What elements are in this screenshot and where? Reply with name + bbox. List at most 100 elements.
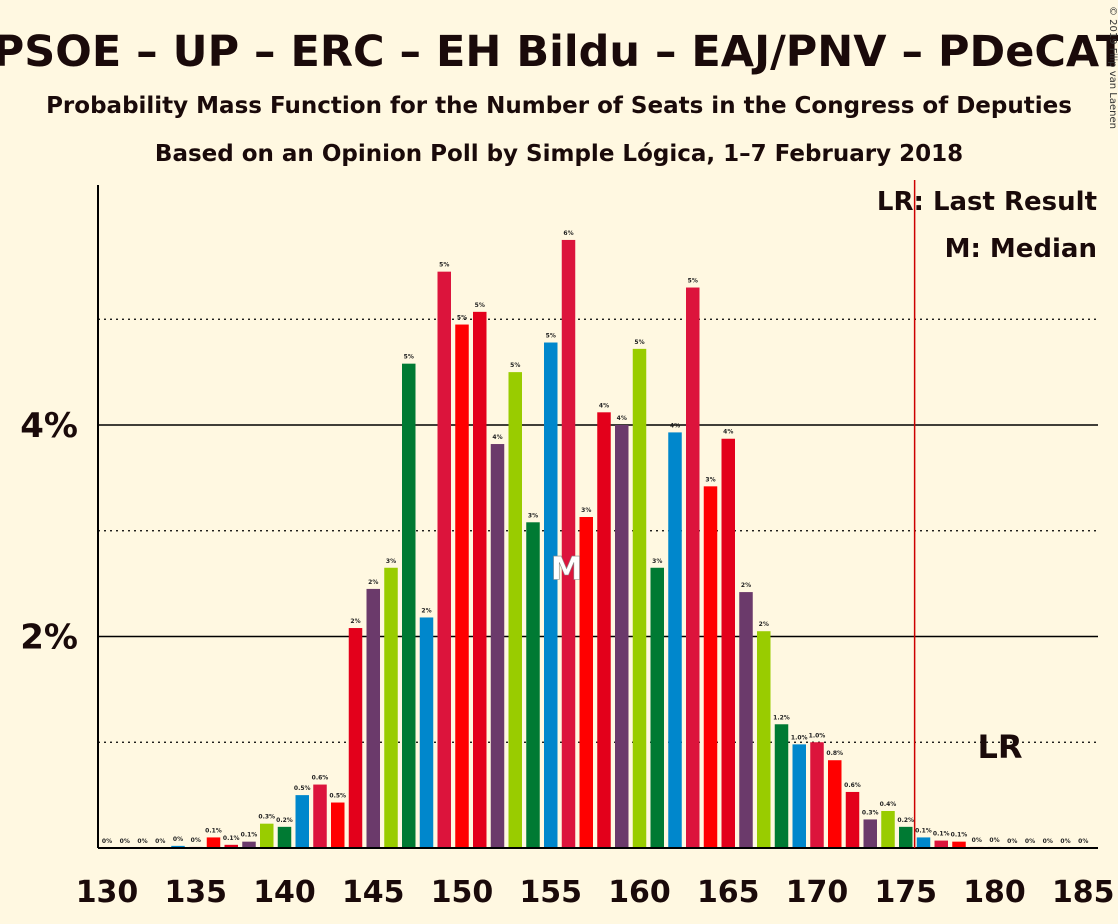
bar-label-168: 1.2%: [773, 714, 790, 721]
bar-label-181: 0%: [1007, 838, 1017, 845]
bar-label-182: 0%: [1025, 838, 1035, 845]
bar-label-184: 0%: [1060, 838, 1070, 845]
bar-label-170: 1.0%: [809, 732, 826, 739]
x-tick-label: 165: [697, 875, 760, 910]
bar-label-145: 2%: [368, 579, 378, 586]
bar-label-169: 1.0%: [791, 734, 808, 741]
bar-159: [615, 425, 629, 848]
bar-label-142: 0.6%: [312, 775, 329, 782]
bar-label-167: 2%: [759, 621, 769, 628]
bar-label-175: 0.2%: [897, 817, 914, 824]
bar-label-183: 0%: [1043, 838, 1053, 845]
bar-152: [490, 444, 505, 848]
bar-142: [313, 784, 327, 848]
bar-134: [171, 845, 185, 848]
x-tick-label: 180: [963, 875, 1026, 910]
bar-156: [561, 239, 576, 848]
bar-label-131: 0%: [120, 838, 130, 845]
x-tick-label: 145: [342, 875, 405, 910]
bar-171: [828, 760, 842, 848]
x-tick-label: 140: [253, 875, 316, 910]
y-tick-label: 4%: [20, 406, 78, 446]
bar-140: [277, 826, 292, 848]
bar-165: [721, 438, 735, 848]
bar-label-172: 0.6%: [844, 782, 861, 789]
bar-177: [934, 840, 948, 848]
x-tick-label: 170: [786, 875, 849, 910]
bar-label-176: 0.1%: [915, 827, 932, 834]
bar-173: [863, 819, 877, 848]
bar-label-155: 5%: [546, 333, 556, 340]
x-tick-label: 155: [519, 875, 582, 910]
bar-174: [881, 810, 895, 848]
bar-158: [597, 412, 611, 848]
bar-169: [792, 744, 806, 848]
bar-label-138: 0.1%: [241, 832, 258, 839]
bar-label-140: 0.2%: [276, 817, 293, 824]
bar-163: [686, 287, 700, 848]
bar-155: [544, 342, 558, 848]
bar-label-132: 0%: [137, 838, 147, 845]
chart-subtitle: Probability Mass Function for the Number…: [46, 93, 1072, 119]
bar-146: [384, 567, 398, 848]
legend-last-result: LR: Last Result: [877, 187, 1097, 217]
bar-label-171: 0.8%: [826, 750, 843, 757]
bar-label-166: 2%: [741, 582, 751, 589]
bar-175: [899, 826, 913, 848]
x-tick-label: 175: [874, 875, 937, 910]
bar-141: [295, 795, 309, 848]
bar-178: [952, 841, 966, 848]
bar-label-150: 5%: [457, 315, 467, 322]
bar-137: [224, 844, 238, 848]
bar-139: [260, 823, 274, 848]
bar-154: [526, 522, 540, 848]
bar-151: [473, 311, 487, 848]
chart-title: PSOE – UP – ERC – EH Bildu – EAJ/PNV – P…: [0, 27, 1118, 77]
bar-label-147: 5%: [404, 354, 414, 361]
bar-162: [668, 432, 682, 848]
bar-label-141: 0.5%: [294, 785, 311, 792]
bar-label-178: 0.1%: [951, 832, 968, 839]
bar-136: [206, 837, 221, 848]
bar-172: [845, 791, 860, 848]
bar-150: [455, 324, 469, 849]
bar-label-153: 5%: [510, 362, 520, 369]
x-tick-label: 135: [164, 875, 227, 910]
bar-label-179: 0%: [972, 837, 982, 844]
bar-153: [508, 372, 522, 848]
bar-label-162: 4%: [670, 422, 680, 429]
bar-label-161: 3%: [652, 558, 662, 565]
bar-label-156: 6%: [563, 230, 573, 237]
bars: [171, 239, 1002, 849]
bar-145: [366, 588, 380, 848]
bar-149: [437, 271, 451, 849]
bar-label-173: 0.3%: [862, 809, 879, 816]
bar-143: [331, 802, 345, 848]
bar-label-185: 0%: [1078, 838, 1088, 845]
bar-label-133: 0%: [155, 838, 165, 845]
bar-label-163: 5%: [688, 278, 698, 285]
bar-170: [810, 742, 824, 848]
y-tick-label: 2%: [20, 618, 78, 658]
bar-label-154: 3%: [528, 512, 538, 519]
bar-label-149: 5%: [439, 262, 449, 269]
bar-label-159: 4%: [617, 415, 627, 422]
x-tick-label: 185: [1052, 875, 1115, 910]
last-result-marker-label: LR: [977, 728, 1022, 766]
bar-label-136: 0.1%: [205, 827, 222, 834]
bar-label-139: 0.3%: [258, 814, 275, 821]
bar-label-137: 0.1%: [223, 835, 240, 842]
x-tick-label: 160: [608, 875, 671, 910]
axes: 130 135 140 145 150 155 160 165 170 175 180 185: [76, 180, 1115, 910]
bar-label-146: 3%: [386, 558, 396, 565]
bar-label-180: 0%: [989, 837, 999, 844]
chart-subtitle-source: Based on an Opinion Poll by Simple Lógic…: [155, 141, 963, 167]
bar-label-174: 0.4%: [880, 801, 897, 808]
bar-157: [579, 517, 593, 848]
bar-label-134: 0%: [173, 836, 183, 843]
legend-median: M: Median: [945, 234, 1097, 264]
bar-166: [739, 592, 753, 848]
bar-label-151: 5%: [475, 302, 485, 309]
bar-label-165: 4%: [723, 429, 733, 436]
